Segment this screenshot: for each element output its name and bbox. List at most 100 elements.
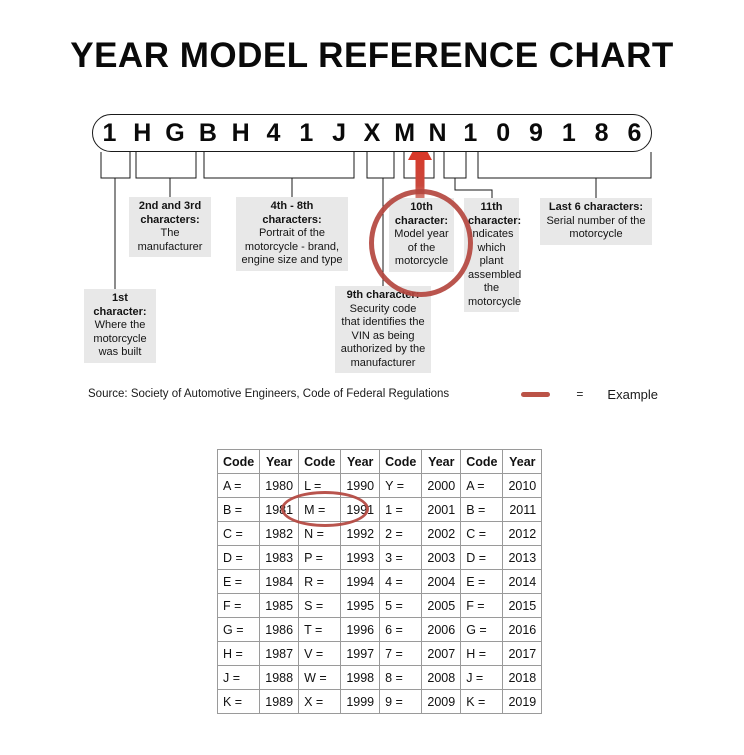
year-cell: 2012 (502, 521, 543, 546)
table-row: B = 1981 M = 1991 1 = 2001 B = 2011 (216, 497, 543, 522)
year-cell: 2014 (502, 569, 543, 594)
code-cell: H = (460, 641, 504, 666)
code-cell: C = (216, 521, 261, 546)
code-cell: F = (216, 593, 261, 618)
code-cell: A = (216, 473, 261, 498)
year-cell: 1995 (340, 593, 381, 618)
code-cell: 9 = (379, 689, 423, 714)
code-cell: A = (460, 473, 504, 498)
table-row: H = 1987 V = 1997 7 = 2007 H = 2017 (216, 641, 543, 666)
table-row: A = 1980 L = 1990 Y = 2000 A = 2010 (216, 473, 543, 498)
year-cell: 1982 (259, 521, 300, 546)
bracket-char-9 (366, 152, 395, 179)
table-row: J = 1988 W = 1998 8 = 2008 J = 2018 (216, 665, 543, 690)
vin-char: 1 (561, 118, 576, 147)
column-header: Code (460, 449, 504, 474)
code-cell: 7 = (379, 641, 423, 666)
bracket-chars-12-17 (477, 152, 652, 179)
callout-body: The manufacturer (137, 227, 203, 253)
year-cell: 2000 (421, 473, 462, 498)
code-cell: E = (460, 569, 504, 594)
table-row: D = 1983 P = 1993 3 = 2003 D = 2013 (216, 545, 543, 570)
code-cell: C = (460, 521, 504, 546)
year-cell: 2008 (421, 665, 462, 690)
code-cell: J = (216, 665, 261, 690)
vin-char: G (165, 118, 185, 147)
callout-body: Security code that identifies the VIN as… (340, 302, 426, 369)
year-cell: 1996 (340, 617, 381, 642)
year-cell: 2017 (502, 641, 543, 666)
callout-ninth-character: 9th character: Security code that identi… (335, 286, 431, 373)
year-cell: 1992 (340, 521, 381, 546)
callout-fourth-eighth-characters: 4th - 8th characters: Portrait of the mo… (236, 197, 348, 271)
year-cell: 2019 (502, 689, 543, 714)
column-header: Code (216, 449, 261, 474)
table-highlight-ellipse (281, 491, 369, 527)
code-cell: D = (216, 545, 261, 570)
column-header: Year (421, 449, 462, 474)
year-cell: 2001 (421, 497, 462, 522)
legend-red-line-swatch (521, 391, 551, 397)
callout-heading: 11th character: (468, 201, 522, 227)
year-cell: 2004 (421, 569, 462, 594)
vin-char: B (198, 118, 217, 147)
table-row: C = 1982 N = 1992 2 = 2002 C = 2012 (216, 521, 543, 546)
table-row: K = 1989 X = 1999 9 = 2009 K = 2019 (216, 689, 543, 714)
code-cell: P = (298, 545, 342, 570)
bracket-char-11 (443, 152, 467, 179)
callout-body: Where the motorcycle was built (93, 319, 147, 358)
code-cell: K = (460, 689, 504, 714)
year-cell: 1993 (340, 545, 381, 570)
year-cell: 1984 (259, 569, 300, 594)
code-cell: 1 = (379, 497, 423, 522)
bracket-chars-4-8 (203, 152, 355, 179)
model-year-highlight-ellipse (369, 189, 473, 297)
column-header: Year (502, 449, 543, 474)
year-cell: 1998 (340, 665, 381, 690)
bracket-char-1 (100, 152, 131, 179)
year-cell: 2016 (502, 617, 543, 642)
vin-char: 0 (496, 118, 511, 147)
year-cell: 1980 (259, 473, 300, 498)
year-cell: 2010 (502, 473, 543, 498)
callout-first-character: 1st character: Where the motorcycle was … (84, 289, 156, 363)
year-cell: 2013 (502, 545, 543, 570)
year-cell: 1983 (259, 545, 300, 570)
code-cell: R = (298, 569, 342, 594)
code-cell: S = (298, 593, 342, 618)
table-row: F = 1985 S = 1995 5 = 2005 F = 2015 (216, 593, 543, 618)
year-cell: 1987 (259, 641, 300, 666)
code-cell: Y = (379, 473, 423, 498)
callout-heading: Last 6 characters: (548, 201, 644, 213)
vin-char: X (363, 118, 381, 147)
code-cell: 3 = (379, 545, 423, 570)
year-cell: 2003 (421, 545, 462, 570)
vin-char-highlighted: M (394, 118, 416, 147)
vin-char: N (428, 118, 447, 147)
bracket-char-10 (403, 152, 435, 179)
year-cell: 1986 (259, 617, 300, 642)
page-title: YEAR MODEL REFERENCE CHART (70, 36, 674, 75)
year-cell: 2011 (502, 497, 543, 522)
vin-char: H (133, 118, 152, 147)
code-cell: 8 = (379, 665, 423, 690)
legend-label: Example (607, 386, 658, 402)
column-header: Code (379, 449, 423, 474)
code-cell: 2 = (379, 521, 423, 546)
code-cell: G = (460, 617, 504, 642)
year-cell: 2005 (421, 593, 462, 618)
column-header: Code (298, 449, 342, 474)
code-cell: J = (460, 665, 504, 690)
code-cell: F = (460, 593, 504, 618)
year-cell: 1989 (259, 689, 300, 714)
year-code-table-wrapper: Code Year Code Year Code Year Code Year … (216, 449, 543, 714)
year-cell: 2006 (421, 617, 462, 642)
code-cell: T = (298, 617, 342, 642)
code-cell: H = (216, 641, 261, 666)
code-cell: 4 = (379, 569, 423, 594)
code-cell: E = (216, 569, 261, 594)
callout-body: Portrait of the motorcycle - brand, engi… (241, 227, 343, 266)
vin-char: H (231, 118, 250, 147)
vin-char: J (332, 118, 347, 147)
year-code-table: Code Year Code Year Code Year Code Year … (216, 449, 543, 714)
